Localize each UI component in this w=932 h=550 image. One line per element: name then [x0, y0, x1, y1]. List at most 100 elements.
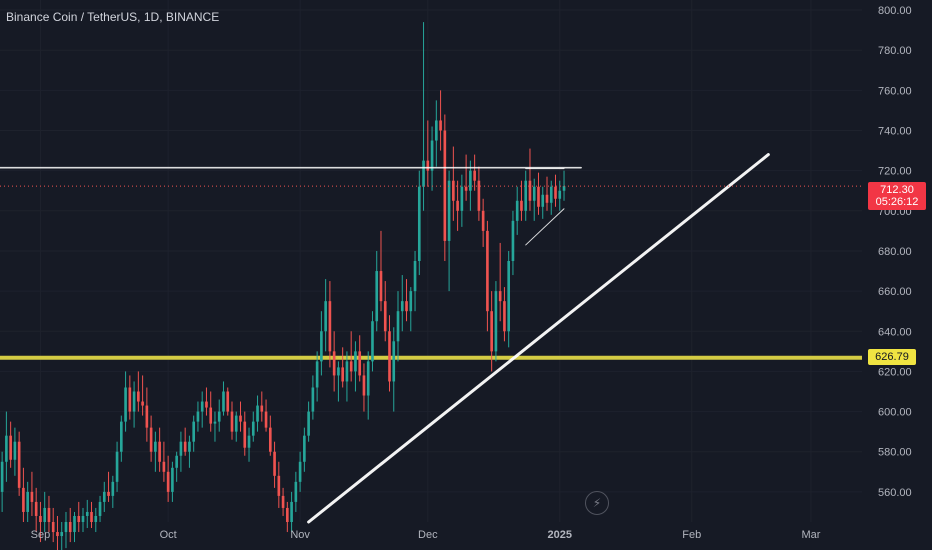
candle-body [119, 421, 123, 452]
candle-body [328, 301, 332, 352]
candle-body [192, 421, 196, 442]
candle-body [183, 441, 187, 452]
candle-body [239, 415, 242, 422]
candle-body [486, 230, 489, 312]
candle-body [137, 391, 140, 402]
candle-body [349, 361, 353, 372]
candle-body [490, 311, 493, 352]
candle-body [230, 411, 234, 432]
candle-body [277, 475, 281, 496]
price-axis[interactable]: 560.00 580.00 600.00 620.00 640.00 660.00 680.… [878, 5, 912, 499]
candle-body [452, 180, 455, 201]
time-axis[interactable]: Sep Oct Nov Dec 2025 Feb Mar [31, 529, 821, 541]
candle-body [0, 461, 4, 492]
candle-body [388, 331, 391, 382]
candle-body [498, 291, 502, 302]
candle-body [102, 491, 106, 502]
candle-body [558, 190, 562, 199]
candle-body [81, 515, 85, 522]
candle-body [520, 200, 523, 211]
candle-body [541, 194, 545, 207]
candle-body [439, 120, 442, 131]
candle-body [435, 120, 438, 141]
candle-body [515, 200, 519, 221]
candle-body [481, 210, 485, 231]
candle-body [73, 515, 76, 533]
candle-body [417, 186, 421, 261]
candle-body [124, 387, 127, 422]
candle-body [430, 140, 434, 171]
candle-body [281, 495, 285, 508]
y-tick-label: 760.00 [878, 85, 912, 97]
candle-body [464, 186, 468, 191]
candle-body [307, 411, 310, 436]
candle-body [320, 331, 323, 362]
candle-body [447, 180, 451, 241]
last-price-label: 712.30 05:26:12 [868, 182, 926, 210]
candle-body [341, 367, 344, 382]
candle-body [409, 291, 413, 312]
candle-body [532, 186, 536, 201]
candle-body [366, 361, 370, 396]
candle-body [375, 271, 379, 322]
candle-body [251, 421, 255, 436]
candle-body [456, 200, 459, 211]
candle-body [469, 170, 472, 191]
candle-body [26, 491, 29, 512]
candle-body [315, 361, 319, 388]
channel-trendline[interactable] [525, 208, 565, 246]
candle-body [422, 160, 425, 187]
x-tick-label: Oct [160, 529, 177, 541]
x-tick-label: Sep [31, 529, 51, 541]
candle-body [303, 435, 306, 462]
candle-body [141, 401, 144, 406]
candle-body [392, 341, 396, 382]
candle-body [196, 411, 200, 422]
candle-body [43, 507, 47, 522]
trendlines[interactable] [0, 153, 770, 524]
candle-body [264, 411, 268, 428]
y-tick-label: 560.00 [878, 487, 912, 499]
candle-body [426, 160, 430, 171]
y-tick-label: 640.00 [878, 326, 912, 338]
candle-body [30, 491, 34, 502]
candle-body [337, 367, 340, 376]
y-tick-label: 600.00 [878, 407, 912, 419]
y-tick-label: 620.00 [878, 366, 912, 378]
candle-body [47, 507, 51, 522]
ascending-trendline[interactable] [307, 153, 770, 524]
candle-body [371, 321, 374, 362]
candle-body [358, 351, 362, 376]
candle-body [34, 501, 38, 516]
candle-body [145, 405, 149, 428]
candle-body [222, 391, 225, 412]
candle-body [171, 467, 174, 492]
y-tick-label: 680.00 [878, 246, 912, 258]
candle-body [332, 351, 336, 376]
x-tick-label: Mar [801, 529, 820, 541]
candle-body [213, 421, 217, 424]
candle-body [290, 501, 293, 522]
candle-body [562, 186, 566, 191]
candle-body [22, 487, 25, 512]
x-tick-label: Feb [682, 529, 701, 541]
candle-body [260, 405, 264, 412]
candle-body [205, 401, 208, 408]
candle-body [273, 451, 276, 476]
y-tick-label: 740.00 [878, 126, 912, 138]
candle-body [324, 301, 327, 332]
y-tick-label: 660.00 [878, 286, 912, 298]
y-tick-label: 720.00 [878, 166, 912, 178]
candle-body [111, 481, 115, 496]
x-tick-label: Dec [418, 529, 438, 541]
candle-body [268, 427, 272, 452]
candle-body [128, 387, 132, 412]
candle-body [234, 415, 238, 432]
candle-body [298, 461, 302, 482]
candle-body [132, 391, 136, 412]
lightning-icon[interactable]: ⚡ [585, 491, 609, 515]
level-price-label: 626.79 [868, 349, 916, 365]
candle-body [477, 180, 481, 211]
